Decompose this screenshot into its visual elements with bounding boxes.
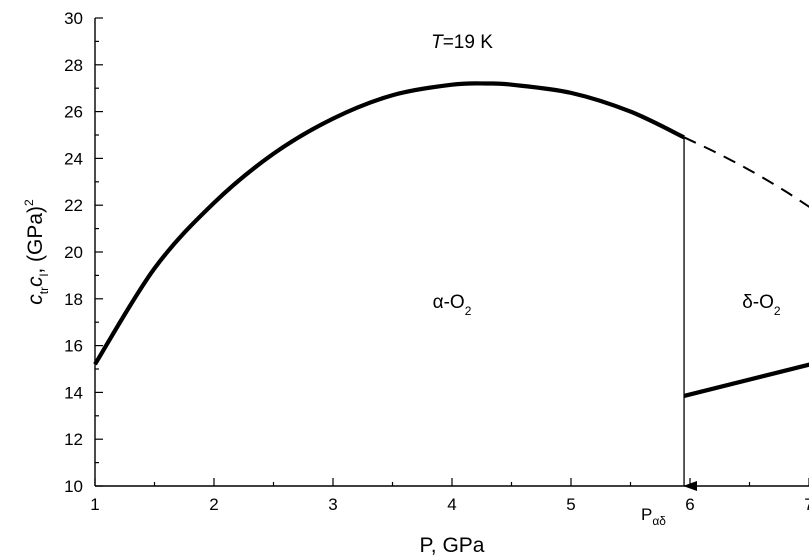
x-tick-label: 2 [209,495,218,514]
y-tick-label: 22 [64,196,83,215]
y-title-c2: c [24,276,47,287]
x-tick-label: 1 [90,495,99,514]
phase-label-base: α-O [433,292,465,313]
y-title-c1: c [24,294,47,305]
y-title-sub-l: l [37,274,51,277]
phase-label-delta: δ-O2 [742,292,781,318]
y-title-sub-tr: tr [37,287,51,294]
temperature-value: =19 K [443,32,494,53]
phase-label-alpha: α-O2 [433,292,472,318]
y-tick-label: 24 [64,149,83,168]
x-tick-label: 7 [804,495,809,514]
y-tick-label: 20 [64,243,83,262]
phase-label-subscript: 2 [465,304,472,318]
y-title-units: , (GPa) [24,206,47,274]
x-tick-label: 4 [447,495,456,514]
series-line-3 [683,362,809,398]
y-tick-label: 30 [64,9,83,28]
y-tick-label: 14 [64,383,83,402]
phase-label-subscript: 2 [774,304,781,318]
x-tick-label: 6 [685,495,694,514]
y-title-superscript: 2 [22,199,36,206]
p-alpha-delta-base: P [641,505,652,524]
y-tick-label: 28 [64,56,83,75]
phase-label-base: δ-O [742,292,774,313]
temperature-symbol: T [431,32,444,53]
temperature-label: T=19 K [431,32,493,53]
x-tick-label: 3 [328,495,337,514]
p-alpha-delta-subscript: αδ [652,514,666,528]
p-alpha-delta-label: Pαδ [641,505,666,528]
x-tick-label: 5 [566,495,575,514]
y-tick-label: 10 [64,477,83,496]
y-axis-title: ctrcl, (GPa)2 [22,199,51,305]
y-tick-label: 26 [64,103,83,122]
series-line-1 [93,81,685,366]
x-axis-title: P, GPa [420,534,485,557]
y-tick-label: 18 [64,290,83,309]
y-tick-label: 12 [64,430,83,449]
series-line-2 [683,136,809,208]
y-tick-label: 16 [64,337,83,356]
